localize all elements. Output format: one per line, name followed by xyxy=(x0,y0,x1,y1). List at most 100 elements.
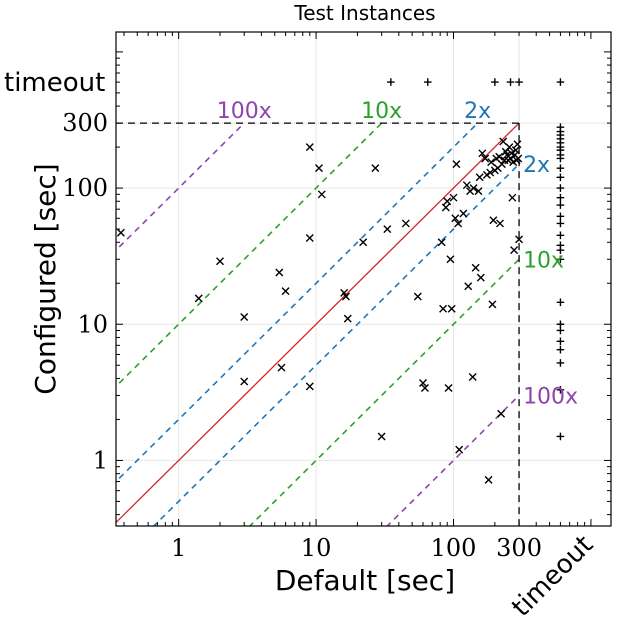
data-point-plus xyxy=(556,154,565,163)
guide-lines xyxy=(116,122,520,526)
data-point-x xyxy=(514,154,523,163)
data-point-plus xyxy=(515,78,523,86)
data-point-x xyxy=(359,238,368,247)
data-point-x xyxy=(511,146,520,155)
data-point-x xyxy=(401,219,410,228)
data-point-x xyxy=(419,379,428,388)
data-point-x xyxy=(468,372,477,381)
data-point-x xyxy=(497,409,506,418)
data-point-x xyxy=(305,143,314,152)
data-point-plus xyxy=(556,78,565,86)
guide-label-lower-10x: 10x xyxy=(523,248,564,273)
data-point-plus xyxy=(506,78,515,86)
data-point-plus xyxy=(556,201,565,209)
data-point-x xyxy=(474,187,483,196)
y-axis-label: Configured [sec] xyxy=(29,163,62,394)
data-point-x xyxy=(464,282,473,291)
data-point-x xyxy=(437,238,446,247)
data-point-plus xyxy=(556,386,565,394)
data-point-plus xyxy=(556,255,565,264)
data-point-x xyxy=(443,197,452,206)
data-point-x xyxy=(471,263,480,272)
y-tick-label: 10 xyxy=(77,310,108,338)
data-point-x xyxy=(495,152,504,161)
data-point-plus xyxy=(556,164,565,172)
data-point-x xyxy=(515,235,524,244)
data-point-x xyxy=(343,314,352,323)
data-point-x xyxy=(314,164,323,173)
data-point-x xyxy=(505,143,514,152)
x-tick-label: 300 xyxy=(496,534,542,562)
data-point-plus xyxy=(387,78,395,86)
data-point-x xyxy=(371,164,380,173)
plot-frame xyxy=(115,31,612,527)
data-point-x xyxy=(281,287,290,296)
chart-title: Test Instances xyxy=(293,1,435,25)
data-point-x xyxy=(489,216,498,225)
data-point-x xyxy=(475,173,484,182)
data-point-x xyxy=(508,193,517,202)
data-point-x xyxy=(510,246,519,255)
data-point-x xyxy=(447,304,456,313)
data-point-x xyxy=(454,219,463,228)
data-point-x xyxy=(476,273,485,282)
data-point-x xyxy=(277,363,286,372)
guide-label-lower-100x: 100x xyxy=(523,384,578,409)
data-point-x xyxy=(439,304,448,313)
data-point-x xyxy=(317,190,326,199)
data-point-x xyxy=(488,300,497,309)
data-point-x xyxy=(513,140,522,149)
data-point-plus xyxy=(556,246,565,254)
data-point-x xyxy=(478,149,487,158)
data-point-x xyxy=(452,160,461,169)
data-point-x xyxy=(451,214,460,223)
data-point-x xyxy=(216,257,225,266)
data-point-x xyxy=(305,382,314,391)
data-point-x xyxy=(486,168,495,177)
data-point-plus xyxy=(556,219,565,228)
data-point-x xyxy=(455,445,464,454)
data-point-plus xyxy=(556,432,565,441)
x-tick-label: 100 xyxy=(431,534,477,562)
data-point-x xyxy=(462,181,471,190)
data-point-x xyxy=(383,225,392,234)
axis-ticks xyxy=(116,32,611,526)
data-point-x xyxy=(499,137,508,146)
data-point-x xyxy=(481,154,490,163)
data-point-x xyxy=(420,384,429,393)
data-point-x xyxy=(413,292,422,301)
data-point-plus xyxy=(556,298,565,307)
data-point-x xyxy=(240,377,249,386)
data-point-x xyxy=(194,294,203,303)
data-point-x xyxy=(441,203,450,212)
lower-guide-2x xyxy=(152,163,520,526)
data-point-x xyxy=(305,233,314,242)
data-point-x xyxy=(484,475,493,484)
data-point-x xyxy=(497,160,506,169)
guide-label-lower-2x: 2x xyxy=(523,153,550,178)
data-point-plus xyxy=(423,78,432,86)
data-point-x xyxy=(446,255,455,264)
data-point-plus xyxy=(556,193,565,202)
guide-label-upper-100x: 100x xyxy=(217,99,272,124)
x-tick-label: 10 xyxy=(301,534,332,562)
data-point-x xyxy=(449,193,458,202)
data-point-plus xyxy=(556,184,565,192)
y-tick-label: 300 xyxy=(62,109,108,137)
data-point-plus xyxy=(556,173,565,182)
data-point-x xyxy=(341,292,350,301)
data-point-plus xyxy=(556,212,565,221)
data-point-plus xyxy=(556,231,565,240)
data-points xyxy=(116,78,565,484)
data-point-x xyxy=(275,268,284,277)
y-tick-label: 100 xyxy=(62,174,108,202)
data-point-x xyxy=(377,432,386,441)
data-point-x xyxy=(496,219,505,228)
data-point-plus xyxy=(491,78,499,86)
upper-guide-2x xyxy=(116,122,479,483)
x-tick-label: 1 xyxy=(171,534,186,562)
data-point-x xyxy=(116,228,125,237)
data-point-plus xyxy=(556,345,565,354)
data-point-plus xyxy=(556,359,565,367)
